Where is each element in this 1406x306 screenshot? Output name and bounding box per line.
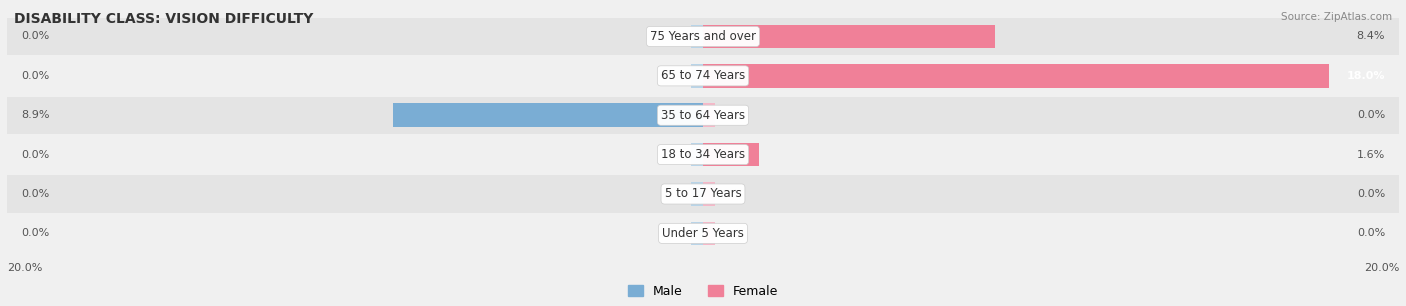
Bar xyxy=(690,182,703,206)
Text: 5 to 17 Years: 5 to 17 Years xyxy=(665,188,741,200)
Bar xyxy=(703,143,759,166)
Bar xyxy=(690,25,703,48)
Bar xyxy=(703,64,1330,88)
Bar xyxy=(703,25,995,48)
Text: 8.4%: 8.4% xyxy=(1357,32,1385,42)
Bar xyxy=(7,215,1399,252)
Text: 20.0%: 20.0% xyxy=(7,263,42,273)
Bar xyxy=(703,103,716,127)
Bar xyxy=(394,103,703,127)
Text: 8.9%: 8.9% xyxy=(21,110,49,120)
Text: 18.0%: 18.0% xyxy=(1347,71,1385,81)
Text: 0.0%: 0.0% xyxy=(21,32,49,42)
Text: 1.6%: 1.6% xyxy=(1357,150,1385,160)
Text: Under 5 Years: Under 5 Years xyxy=(662,227,744,240)
Text: 0.0%: 0.0% xyxy=(21,228,49,238)
Text: 18 to 34 Years: 18 to 34 Years xyxy=(661,148,745,161)
Text: 20.0%: 20.0% xyxy=(1364,263,1399,273)
Text: 65 to 74 Years: 65 to 74 Years xyxy=(661,69,745,82)
Legend: Male, Female: Male, Female xyxy=(623,280,783,303)
Text: 0.0%: 0.0% xyxy=(21,150,49,160)
Text: 0.0%: 0.0% xyxy=(1357,189,1385,199)
Bar xyxy=(7,57,1399,95)
Bar xyxy=(7,175,1399,213)
Text: 75 Years and over: 75 Years and over xyxy=(650,30,756,43)
Bar xyxy=(7,136,1399,173)
Text: 0.0%: 0.0% xyxy=(1357,228,1385,238)
Text: 35 to 64 Years: 35 to 64 Years xyxy=(661,109,745,122)
Bar xyxy=(690,222,703,245)
Text: 0.0%: 0.0% xyxy=(1357,110,1385,120)
Text: Source: ZipAtlas.com: Source: ZipAtlas.com xyxy=(1281,12,1392,22)
Bar xyxy=(7,96,1399,134)
Text: DISABILITY CLASS: VISION DIFFICULTY: DISABILITY CLASS: VISION DIFFICULTY xyxy=(14,12,314,26)
Bar xyxy=(690,64,703,88)
Bar xyxy=(690,143,703,166)
Text: 0.0%: 0.0% xyxy=(21,189,49,199)
Bar xyxy=(703,222,716,245)
Bar xyxy=(703,182,716,206)
Text: 0.0%: 0.0% xyxy=(21,71,49,81)
Bar xyxy=(7,18,1399,55)
